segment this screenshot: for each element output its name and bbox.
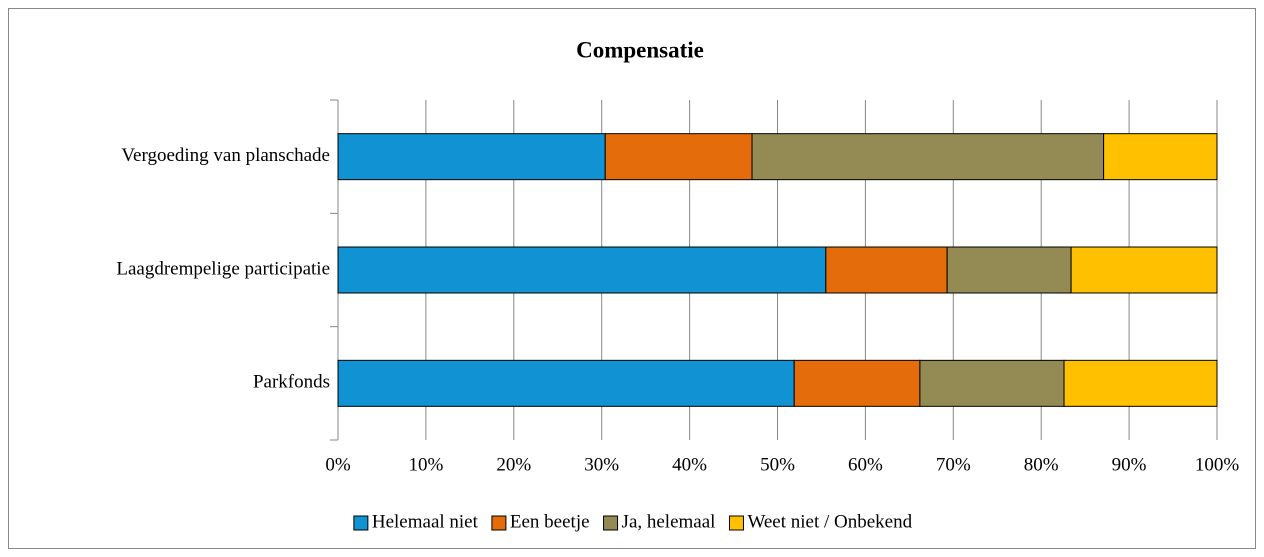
x-tick-label: 60% <box>848 454 883 475</box>
bar-segment <box>1063 359 1218 407</box>
y-tick-label: Vergoeding van planschade <box>121 145 330 166</box>
bar-segment <box>825 246 948 294</box>
bar-segment <box>337 246 827 294</box>
legend-label: Helemaal niet <box>372 511 479 532</box>
x-tick-label: 30% <box>584 454 619 475</box>
x-tick-label: 20% <box>496 454 531 475</box>
bar-segment <box>604 133 753 181</box>
bar-segment <box>1103 133 1218 181</box>
x-tick-label: 70% <box>936 454 971 475</box>
bar-segment <box>793 359 921 407</box>
x-tick-label: 50% <box>760 454 795 475</box>
x-tick-label: 100% <box>1195 454 1240 475</box>
bar-segment <box>337 133 606 181</box>
x-tick-label: 80% <box>1024 454 1059 475</box>
legend-label: Weet niet / Onbekend <box>747 511 912 532</box>
bar-segment <box>946 246 1072 294</box>
bar-segment <box>751 133 1105 181</box>
chart-title: Compensatie <box>576 37 704 62</box>
legend-swatch <box>491 515 507 531</box>
legend-label: Ja, helemaal <box>622 511 716 532</box>
y-tick-label: Parkfonds <box>253 372 330 393</box>
x-tick-label: 90% <box>1112 454 1147 475</box>
bar-segment <box>337 359 795 407</box>
x-tick-label: 40% <box>672 454 707 475</box>
x-tick-label: 10% <box>408 454 443 475</box>
legend-swatch <box>728 515 744 531</box>
bar-segment <box>919 359 1065 407</box>
y-tick-label: Laagdrempelige participatie <box>116 258 330 279</box>
legend-swatch <box>603 515 619 531</box>
x-tick-label: 0% <box>325 454 351 475</box>
legend-swatch <box>353 515 369 531</box>
bar-segment <box>1070 246 1218 294</box>
legend-label: Een beetje <box>510 511 590 532</box>
